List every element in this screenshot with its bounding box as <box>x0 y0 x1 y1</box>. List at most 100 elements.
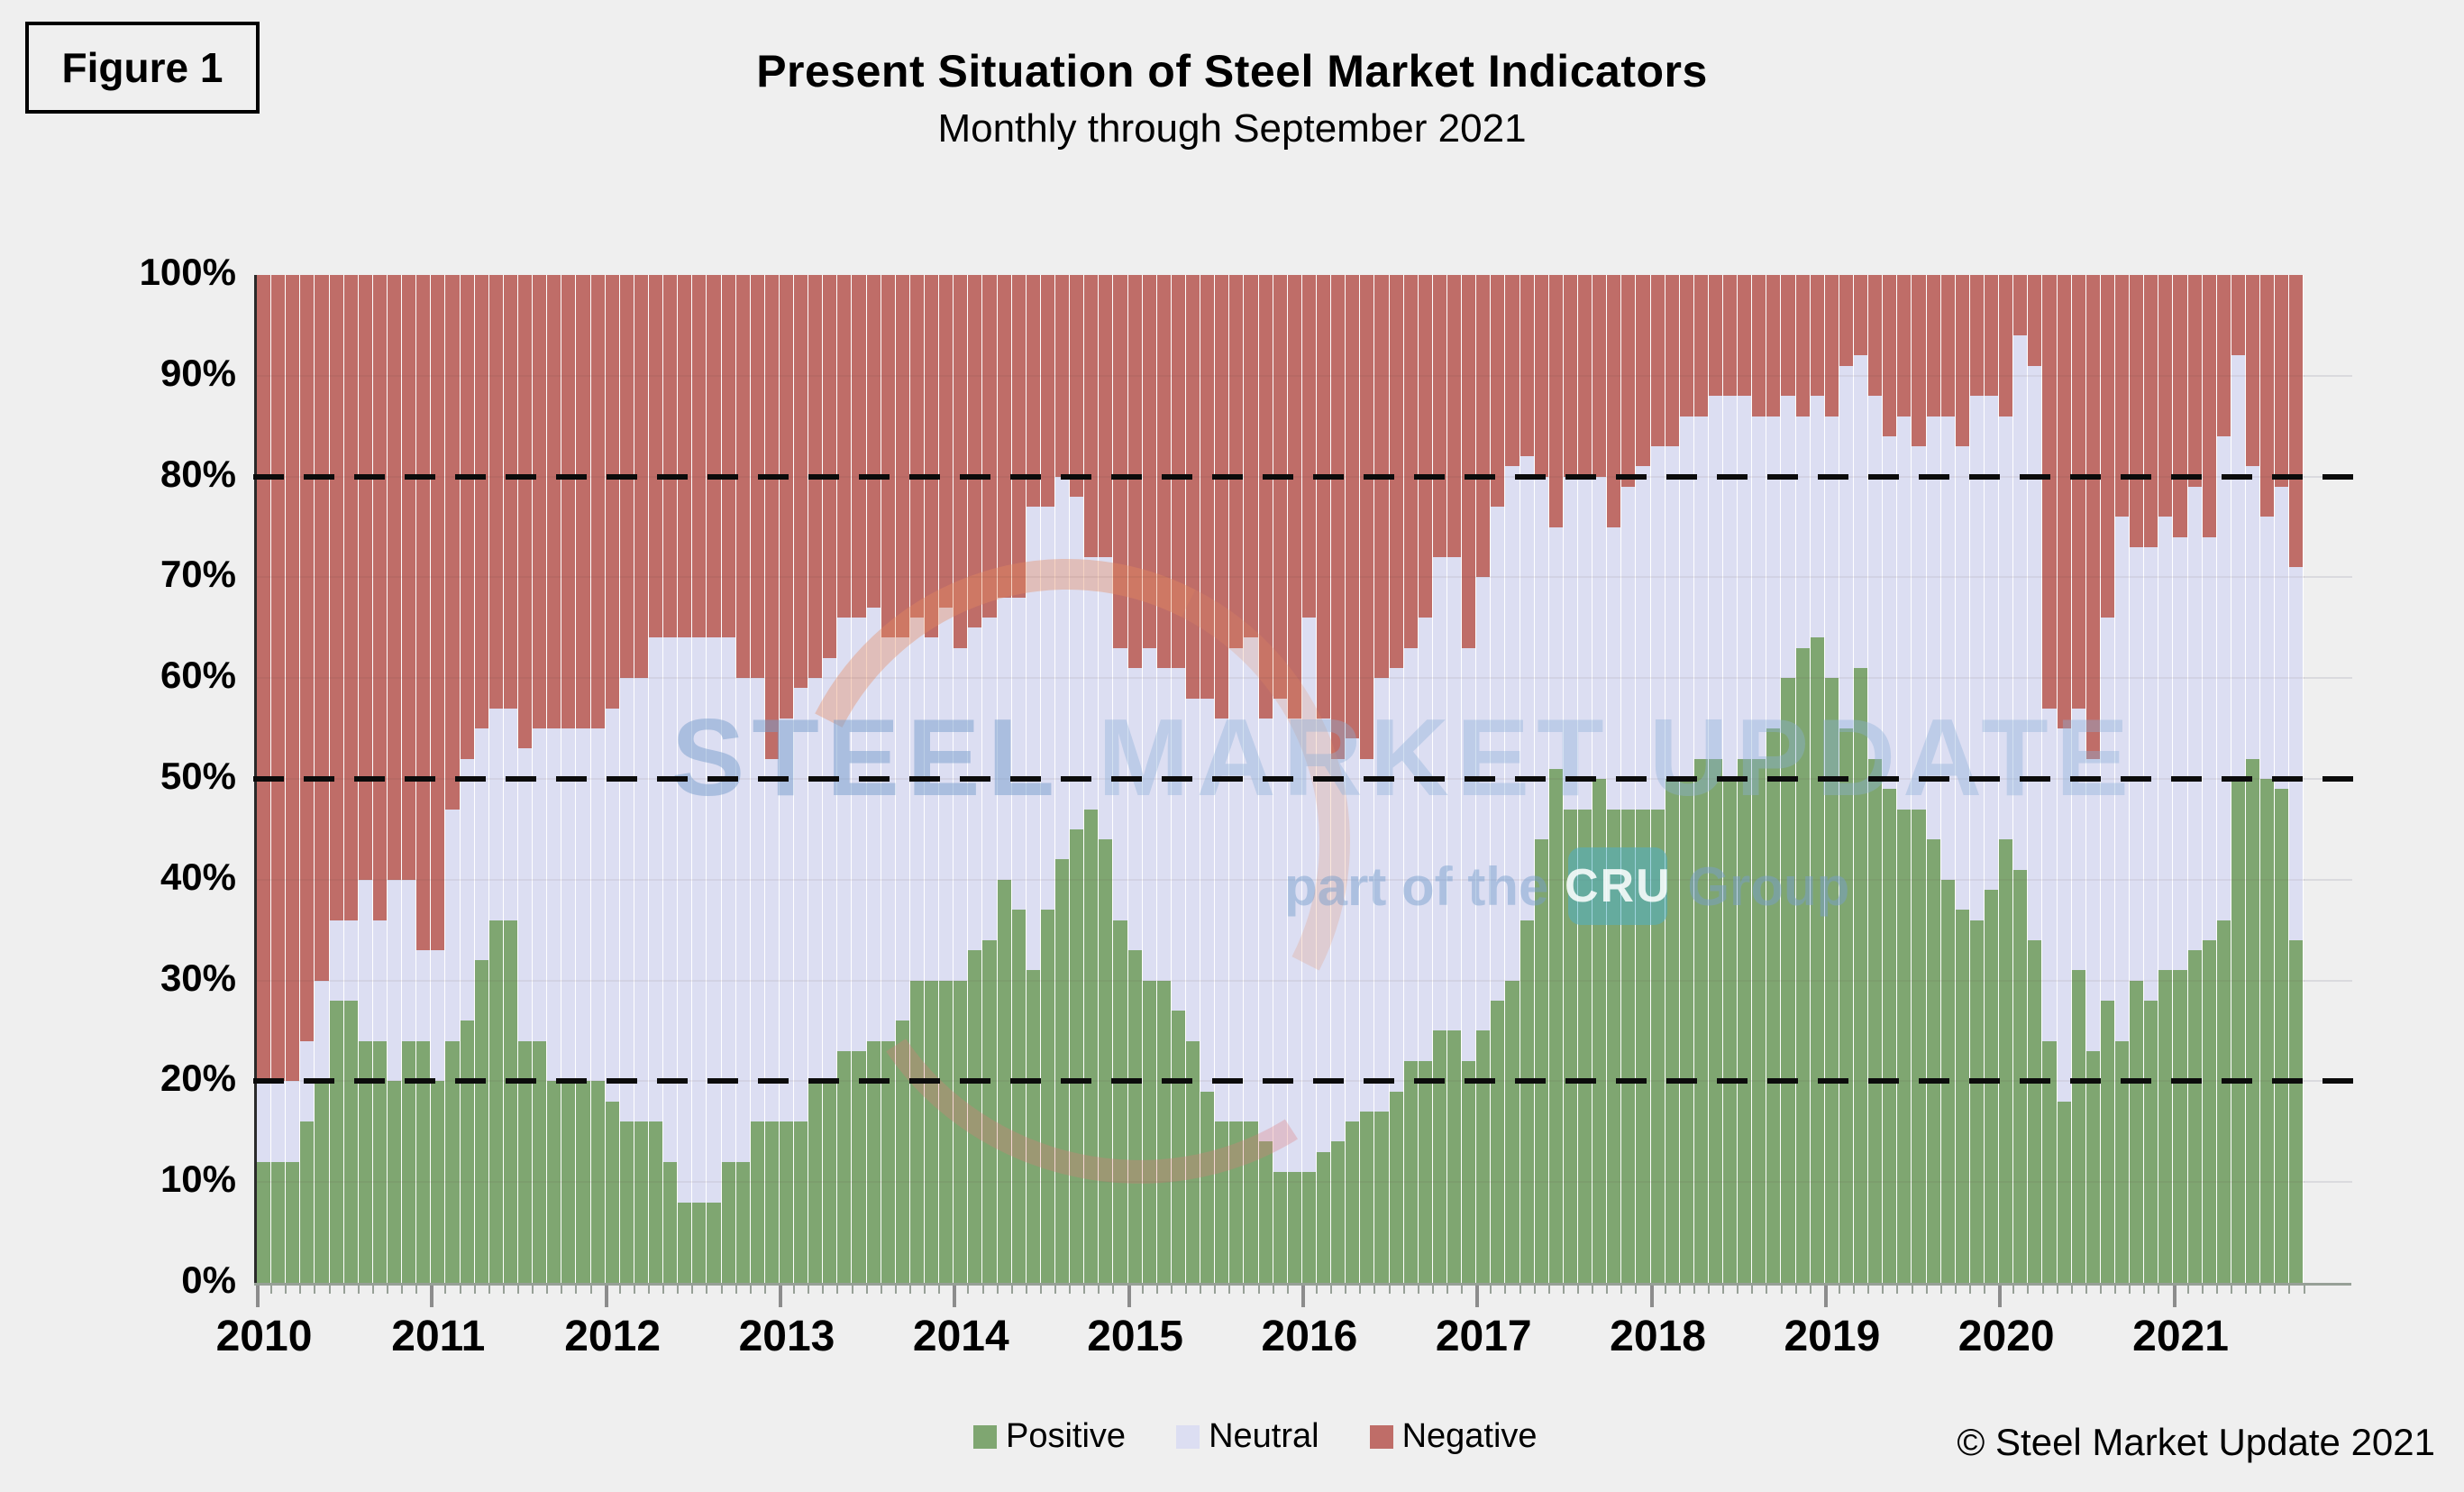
segment-negative-2020-01 <box>1999 275 2013 416</box>
segment-positive-2021-08 <box>2275 789 2289 1283</box>
y-tick-label-70: 70% <box>160 553 236 596</box>
month-tick <box>967 1286 970 1294</box>
x-tick-label-2015: 2015 <box>1087 1313 1183 1360</box>
month-tick <box>1896 1286 1899 1294</box>
segment-neutral-2014-12 <box>1113 647 1127 920</box>
segment-neutral-2012-09 <box>721 637 735 1162</box>
segment-negative-2020-06 <box>2071 275 2085 709</box>
segment-neutral-2018-09 <box>1766 416 1781 729</box>
segment-neutral-2020-04 <box>2042 708 2057 1041</box>
segment-positive-2021-05 <box>2231 778 2245 1283</box>
x-tick-label-2016: 2016 <box>1261 1313 1358 1360</box>
segment-positive-2015-01 <box>1127 950 1142 1283</box>
month-tick <box>575 1286 578 1294</box>
month-tick <box>1562 1286 1565 1294</box>
month-tick <box>1722 1286 1725 1294</box>
bar-2018-12 <box>1810 275 1825 1283</box>
segment-neutral-2020-12 <box>2158 517 2173 971</box>
segment-negative-2011-12 <box>590 275 605 729</box>
month-tick <box>647 1286 650 1294</box>
segment-positive-2013-09 <box>895 1021 909 1283</box>
segment-negative-2016-12 <box>1462 275 1476 648</box>
bar-2016-09 <box>1418 275 1433 1283</box>
positive-swatch-icon <box>973 1424 997 1449</box>
year-tick <box>1127 1286 1131 1307</box>
segment-positive-2012-06 <box>678 1202 692 1283</box>
bar-2011-03 <box>460 275 475 1283</box>
segment-positive-2020-12 <box>2158 970 2173 1283</box>
bar-2015-06 <box>1200 275 1216 1283</box>
segment-neutral-2015-12 <box>1287 718 1301 1172</box>
month-tick <box>2259 1286 2262 1294</box>
segment-negative-2014-03 <box>982 275 997 618</box>
segment-positive-2021-06 <box>2245 758 2260 1283</box>
segment-negative-2017-06 <box>1548 275 1563 527</box>
segment-neutral-2011-08 <box>533 728 547 1041</box>
year-tick <box>1300 1286 1305 1307</box>
segment-neutral-2019-05 <box>1883 435 1897 790</box>
segment-neutral-2010-03 <box>286 1081 300 1162</box>
segment-negative-2011-06 <box>503 275 517 709</box>
segment-positive-2017-10 <box>1607 809 1621 1283</box>
segment-positive-2016-06 <box>1374 1111 1389 1283</box>
segment-negative-2017-07 <box>1563 275 1577 477</box>
bar-2010-07 <box>343 275 359 1283</box>
segment-negative-2014-02 <box>968 275 982 628</box>
segment-positive-2013-08 <box>881 1040 895 1283</box>
segment-neutral-2014-04 <box>997 597 1011 880</box>
x-tick-label-2021: 2021 <box>2132 1313 2229 1360</box>
segment-neutral-2014-06 <box>1026 507 1040 971</box>
segment-neutral-2019-11 <box>1969 396 1985 920</box>
month-tick <box>1519 1286 1521 1294</box>
segment-neutral-2012-04 <box>648 637 663 1122</box>
segment-neutral-2017-02 <box>1491 507 1505 1001</box>
segment-positive-2016-12 <box>1462 1061 1476 1283</box>
segment-neutral-2014-10 <box>1084 557 1099 810</box>
month-tick <box>1766 1286 1768 1294</box>
month-tick <box>1984 1286 1986 1294</box>
segment-positive-2019-11 <box>1969 920 1985 1283</box>
segment-neutral-2013-02 <box>794 688 808 1122</box>
segment-negative-2020-09 <box>2115 275 2130 517</box>
segment-neutral-2015-03 <box>1156 668 1171 981</box>
month-tick <box>851 1286 853 1294</box>
year-tick <box>1649 1286 1654 1307</box>
month-tick <box>1054 1286 1057 1294</box>
segment-neutral-2013-10 <box>909 618 925 981</box>
month-tick <box>691 1286 694 1294</box>
segment-negative-2016-08 <box>1403 275 1418 648</box>
segment-positive-2015-08 <box>1229 1121 1244 1283</box>
segment-neutral-2016-10 <box>1432 557 1446 1031</box>
segment-negative-2019-02 <box>1839 275 1854 366</box>
segment-positive-2017-03 <box>1505 980 1519 1283</box>
segment-neutral-2015-04 <box>1171 668 1185 1011</box>
month-tick <box>1402 1286 1405 1294</box>
segment-neutral-2018-11 <box>1795 416 1810 648</box>
segment-positive-2013-12 <box>939 980 954 1283</box>
segment-neutral-2013-04 <box>823 657 837 1082</box>
segment-positive-2013-03 <box>808 1081 823 1283</box>
segment-negative-2021-07 <box>2260 275 2275 517</box>
segment-negative-2013-01 <box>779 275 794 719</box>
x-tick-label-2018: 2018 <box>1610 1313 1706 1360</box>
year-tick <box>1998 1286 2003 1307</box>
month-tick <box>1737 1286 1739 1294</box>
segment-negative-2013-05 <box>837 275 852 618</box>
segment-positive-2017-06 <box>1548 768 1563 1283</box>
segment-positive-2021-04 <box>2216 920 2231 1283</box>
segment-positive-2020-04 <box>2042 1040 2057 1283</box>
month-tick <box>662 1286 665 1294</box>
month-tick <box>1635 1286 1638 1294</box>
segment-positive-2016-08 <box>1403 1061 1418 1283</box>
segment-positive-2018-11 <box>1795 647 1810 1283</box>
segment-neutral-2014-05 <box>1011 597 1026 911</box>
segment-neutral-2016-03 <box>1331 758 1346 1142</box>
chart-title: Present Situation of Steel Market Indica… <box>756 46 1708 96</box>
segment-neutral-2013-05 <box>837 618 852 1051</box>
segment-neutral-2016-06 <box>1374 678 1389 1112</box>
segment-neutral-2012-11 <box>750 678 764 1122</box>
month-tick <box>1708 1286 1710 1294</box>
segment-positive-2012-08 <box>707 1202 721 1283</box>
bar-2012-04 <box>648 275 664 1283</box>
segment-negative-2019-03 <box>1854 275 1868 356</box>
